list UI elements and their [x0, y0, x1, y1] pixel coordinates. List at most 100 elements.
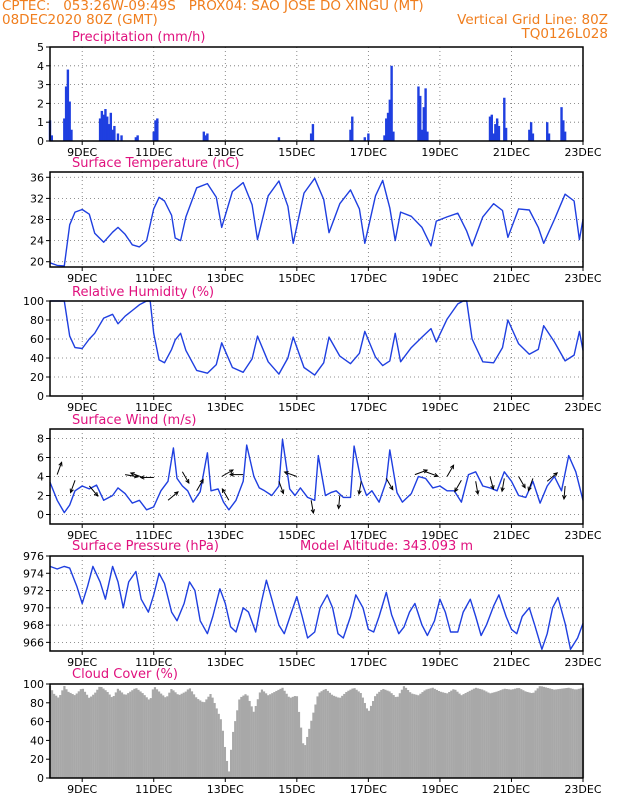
- precip-bar: [419, 95, 422, 141]
- precip-ytick-label: 2: [37, 97, 44, 110]
- precip-bar: [309, 133, 313, 141]
- cloud-bar: [69, 692, 72, 778]
- cloud-bar: [493, 692, 496, 778]
- wind-xtick-label: 15DEC: [278, 529, 315, 542]
- precip-bar: [492, 133, 495, 141]
- cloud-bar: [155, 689, 159, 778]
- cloud-bar: [499, 690, 502, 778]
- header-model-id: TQ0126L028: [521, 26, 608, 42]
- cloud-bar: [411, 693, 414, 778]
- pres-xtick-label: 23DEC: [564, 656, 601, 669]
- cloud-bar: [334, 696, 338, 778]
- temp-ytick-label: 36: [30, 171, 44, 184]
- wind-vector-arrow: [527, 478, 534, 492]
- cloud-bar: [567, 687, 570, 778]
- cloud-bar: [135, 688, 138, 778]
- precip-bar: [562, 120, 565, 141]
- cloud-bar: [441, 692, 445, 778]
- cloud-bar: [367, 710, 371, 778]
- cloud-bar: [431, 687, 434, 778]
- cloud-bar: [162, 695, 165, 778]
- cloud-bar: [479, 688, 482, 778]
- cloud-bar: [85, 694, 89, 778]
- cloud-bar: [203, 702, 206, 778]
- wind-vector-arrow: [385, 478, 394, 491]
- precip-bar: [113, 125, 116, 141]
- cloud-bar: [326, 690, 329, 778]
- cloud-bar: [88, 697, 91, 778]
- cloud-bar: [304, 745, 307, 778]
- cloud-bar: [287, 696, 290, 778]
- precip-bar: [390, 65, 393, 141]
- wind-vector-arrow: [562, 485, 567, 501]
- rh-title: Relative Humidity (%): [72, 285, 214, 300]
- cloud-bar: [61, 690, 64, 778]
- precip-ytick-label: 1: [37, 116, 44, 129]
- temp-panel: Surface Temperature (nC) 20 24 28 32 36 9DEC 11…: [30, 156, 602, 285]
- rh-ytick-label: 60: [30, 333, 44, 346]
- cloud-bar: [310, 720, 313, 778]
- cloud-ytick-label: 20: [30, 753, 44, 766]
- cloud-bar: [209, 693, 212, 778]
- cloud-bar: [349, 689, 352, 778]
- cloud-bar: [398, 693, 401, 778]
- pres-xtick-label: 13DEC: [207, 656, 244, 669]
- cloud-bar: [96, 689, 99, 778]
- cloud-bar: [470, 689, 473, 778]
- cloud-bar: [474, 687, 478, 778]
- cloud-bar: [396, 696, 399, 778]
- wind-vector-arrow: [69, 480, 76, 494]
- cloud-bar: [160, 693, 163, 778]
- cloud-bar: [141, 693, 144, 778]
- cloud-bar: [227, 771, 231, 778]
- rh-xtick-label: 17DEC: [350, 401, 387, 414]
- cloud-bar: [256, 699, 259, 778]
- cloud-bar: [433, 688, 436, 778]
- rh-ytick-label: 100: [23, 295, 44, 308]
- wind-vector-arrow: [500, 478, 505, 493]
- wind-ytick-label: 2: [37, 490, 44, 503]
- cloud-bar: [359, 693, 362, 778]
- pres-ytick-label: 970: [23, 602, 44, 615]
- cloud-bar: [65, 689, 68, 778]
- cloud-bar: [192, 694, 196, 778]
- cloud-bar: [102, 688, 105, 778]
- precip-bar: [547, 133, 551, 141]
- precip-bar: [277, 137, 281, 141]
- cloud-bar: [120, 692, 124, 778]
- temp-xtick-label: 13DEC: [207, 272, 244, 285]
- cloud-bar: [77, 691, 80, 778]
- precip-bar: [529, 122, 533, 141]
- temp-ytick-label: 32: [30, 192, 44, 205]
- cloud-bar: [215, 708, 218, 778]
- rh-ytick-label: 80: [30, 314, 44, 327]
- cloud-bar: [400, 689, 404, 778]
- cloud-xtick-label: 15DEC: [278, 783, 315, 796]
- precip-xtick-label: 15DEC: [278, 146, 315, 159]
- cloud-bar: [345, 692, 348, 778]
- precip-ytick-label: 5: [37, 41, 44, 54]
- cloud-xtick-label: 21DEC: [493, 783, 530, 796]
- cloud-bar: [262, 691, 266, 778]
- cloud-bar: [450, 690, 453, 778]
- cloud-bar: [332, 695, 336, 778]
- cloud-bar: [423, 690, 426, 778]
- cloud-bar: [542, 686, 545, 778]
- header-line-1: CPTEC: 053:26W-09:49S PROX04: SAO JOSE D…: [2, 0, 424, 14]
- wind-vector-arrow: [88, 485, 99, 497]
- cloud-bar: [147, 699, 150, 778]
- wind-vector-arrow: [414, 469, 429, 476]
- cloud-bar: [320, 691, 323, 778]
- pres-xtick-label: 21DEC: [493, 656, 530, 669]
- cloud-bar: [509, 689, 513, 778]
- cloud-bar: [415, 694, 418, 778]
- precip-bar: [531, 133, 535, 141]
- cloud-bar: [302, 743, 305, 778]
- cloud-bar: [392, 695, 395, 778]
- precip-bar: [107, 124, 111, 141]
- cloud-bar: [489, 693, 492, 778]
- cloud-bar: [516, 688, 519, 778]
- cloud-bar: [419, 693, 422, 778]
- cloud-bar: [267, 695, 270, 778]
- cloud-bar: [404, 687, 408, 778]
